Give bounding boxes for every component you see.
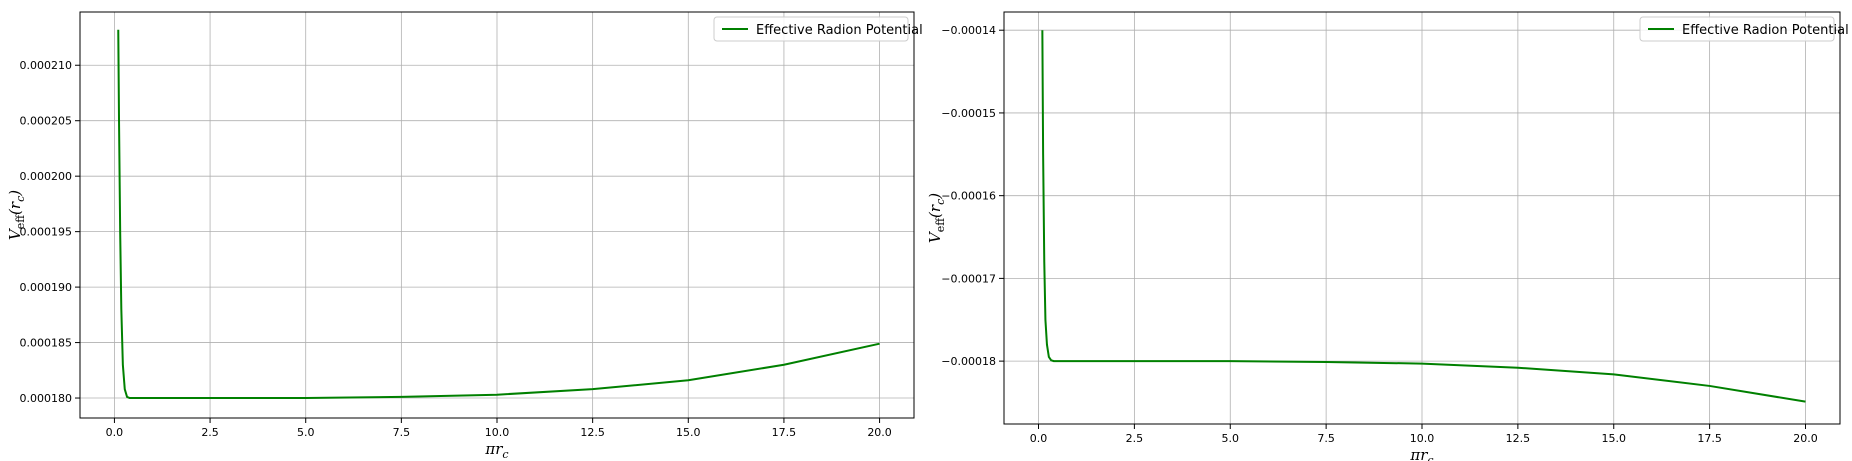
y-tick-label: 0.000180	[20, 392, 73, 405]
y-tick-label: 0.000205	[20, 115, 73, 128]
y-axis-label-close: )	[6, 190, 24, 197]
y-tick-label: 0.000210	[20, 59, 73, 72]
y-axis-label: Veff(rc)	[6, 190, 27, 240]
x-tick-label: 15.0	[676, 426, 701, 439]
y-axis-label-sub: eff	[14, 214, 27, 230]
chart-panel-1: 0.0 2.5 5.0 7.5 10.0 12.5 15.0 17.5 20.0 0.000180…	[6, 11, 923, 461]
x-tick-label: 20.0	[867, 426, 892, 439]
x-axis-label: πrc	[484, 440, 508, 461]
y-tick-label: −0.00014	[941, 24, 996, 37]
y-axis-label-arg-sub: c	[934, 199, 947, 205]
x-tick-label: 5.0	[297, 426, 315, 439]
x-tick-label: 12.5	[1506, 432, 1531, 445]
y-axis-label-close: )	[926, 193, 944, 200]
x-tick-label: 0.0	[106, 426, 124, 439]
y-tick-label: 0.000185	[20, 337, 73, 350]
legend-entry: Effective Radion Potential	[756, 23, 923, 38]
y-tick-label: −0.00017	[941, 272, 996, 285]
y-tick-label: 0.000195	[20, 226, 73, 239]
y-axis-label-main: V	[6, 227, 24, 240]
x-axis-label-sub: c	[1427, 454, 1433, 461]
x-tick-label: 2.5	[201, 426, 219, 439]
series-line	[117, 29, 880, 400]
x-tick-label: 15.0	[1601, 432, 1626, 445]
legend-entry: Effective Radion Potential	[1682, 23, 1849, 38]
x-tick-label: 17.5	[772, 426, 797, 439]
x-tick-label: 7.5	[393, 426, 411, 439]
x-axis-label-sub: c	[502, 448, 508, 461]
x-tick-label: 2.5	[1126, 432, 1144, 445]
y-axis-label-arg-sub: c	[14, 196, 27, 202]
x-tick-label: 20.0	[1793, 432, 1818, 445]
x-tick-label: 10.0	[485, 426, 510, 439]
x-axis-label-main: πr	[484, 440, 503, 458]
y-axis-label-arg: (r	[926, 204, 944, 218]
y-axis-label-arg: (r	[6, 201, 24, 215]
x-tick-label: 12.5	[580, 426, 605, 439]
y-tick-label: 0.000200	[20, 170, 73, 183]
y-axis-label-sub: eff	[934, 217, 947, 233]
legend-box	[1639, 16, 1835, 42]
x-tick-label: 7.5	[1317, 432, 1335, 445]
x-tick-label: 5.0	[1222, 432, 1240, 445]
x-tick-label: 0.0	[1030, 432, 1048, 445]
legend-box	[713, 16, 909, 42]
y-axis-label: Veff(rc)	[926, 193, 947, 243]
series-line	[1041, 30, 1806, 403]
x-axis-label-main: πr	[1409, 446, 1428, 461]
y-tick-label: −0.00018	[941, 355, 996, 368]
y-tick-label: 0.000190	[20, 281, 73, 294]
x-tick-label: 10.0	[1410, 432, 1435, 445]
x-axis-label: πrc	[1409, 446, 1433, 461]
y-tick-label: −0.00016	[941, 190, 996, 203]
chart-panel-2: 0.0 2.5 5.0 7.5 10.0 12.5 15.0 17.5 20.0 −0.00018…	[926, 11, 1849, 461]
x-tick-label: 17.5	[1697, 432, 1722, 445]
y-axis-label-main: V	[926, 230, 944, 243]
y-tick-label: −0.00015	[941, 107, 996, 120]
